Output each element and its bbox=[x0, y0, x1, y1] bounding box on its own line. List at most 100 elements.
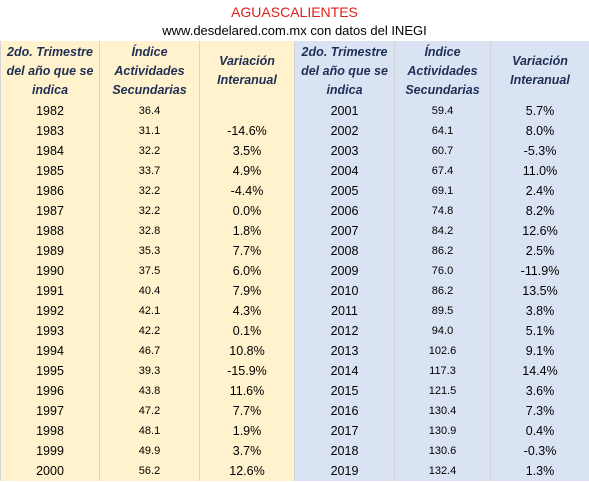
cell: 2012 bbox=[294, 321, 395, 341]
cell: 10.8% bbox=[199, 341, 295, 361]
cell: -15.9% bbox=[199, 361, 295, 381]
column-header: Índice Actividades Secundarias bbox=[394, 41, 491, 101]
cell: 7.3% bbox=[490, 401, 589, 421]
cell: 8.0% bbox=[490, 121, 589, 141]
cell: 39.3 bbox=[99, 361, 200, 381]
cell: 117.3 bbox=[394, 361, 491, 381]
table-row: 1983 31.1 -14.6% 2002 64.1 8.0% bbox=[0, 121, 589, 141]
cell: 12.6% bbox=[199, 461, 295, 481]
cell: 13.5% bbox=[490, 281, 589, 301]
cell bbox=[199, 101, 295, 121]
cell: 69.1 bbox=[394, 181, 491, 201]
cell: 47.2 bbox=[99, 401, 200, 421]
cell: -4.4% bbox=[199, 181, 295, 201]
cell: 60.7 bbox=[394, 141, 491, 161]
cell: 1994 bbox=[0, 341, 100, 361]
cell: 2003 bbox=[294, 141, 395, 161]
table-row: 1991 40.4 7.9% 2010 86.2 13.5% bbox=[0, 281, 589, 301]
cell: 2009 bbox=[294, 261, 395, 281]
cell: 1984 bbox=[0, 141, 100, 161]
table-row: 2000 56.2 12.6% 2019 132.4 1.3% bbox=[0, 461, 589, 481]
cell: 40.4 bbox=[99, 281, 200, 301]
cell: 3.6% bbox=[490, 381, 589, 401]
column-header: 2do. Trimestre del año que se indica bbox=[294, 41, 395, 101]
cell: 67.4 bbox=[394, 161, 491, 181]
cell: 32.2 bbox=[99, 201, 200, 221]
cell: 7.7% bbox=[199, 401, 295, 421]
cell: 2004 bbox=[294, 161, 395, 181]
cell: 43.8 bbox=[99, 381, 200, 401]
cell: 11.0% bbox=[490, 161, 589, 181]
cell: 2015 bbox=[294, 381, 395, 401]
cell: 2017 bbox=[294, 421, 395, 441]
cell: 9.1% bbox=[490, 341, 589, 361]
cell: 1995 bbox=[0, 361, 100, 381]
cell: 130.4 bbox=[394, 401, 491, 421]
cell: 1.9% bbox=[199, 421, 295, 441]
cell: 0.1% bbox=[199, 321, 295, 341]
table-row: 1986 32.2 -4.4% 2005 69.1 2.4% bbox=[0, 181, 589, 201]
cell: 2002 bbox=[294, 121, 395, 141]
cell: 4.9% bbox=[199, 161, 295, 181]
cell: 5.7% bbox=[490, 101, 589, 121]
cell: 1991 bbox=[0, 281, 100, 301]
cell: 1.3% bbox=[490, 461, 589, 481]
cell: 2008 bbox=[294, 241, 395, 261]
table-row: 1999 49.9 3.7% 2018 130.6 -0.3% bbox=[0, 441, 589, 461]
cell: 1986 bbox=[0, 181, 100, 201]
cell: 130.6 bbox=[394, 441, 491, 461]
cell: 1998 bbox=[0, 421, 100, 441]
cell: 32.2 bbox=[99, 141, 200, 161]
cell: 1987 bbox=[0, 201, 100, 221]
cell: 132.4 bbox=[394, 461, 491, 481]
cell: 14.4% bbox=[490, 361, 589, 381]
table-row: 1987 32.2 0.0% 2006 74.8 8.2% bbox=[0, 201, 589, 221]
cell: 32.2 bbox=[99, 181, 200, 201]
cell: 8.2% bbox=[490, 201, 589, 221]
cell: 2019 bbox=[294, 461, 395, 481]
column-header: 2do. Trimestre del año que se indica bbox=[0, 41, 100, 101]
cell: 1985 bbox=[0, 161, 100, 181]
table-row: 1997 47.2 7.7% 2016 130.4 7.3% bbox=[0, 401, 589, 421]
cell: 42.2 bbox=[99, 321, 200, 341]
header-row: 2do. Trimestre del año que se indica Índi… bbox=[0, 41, 589, 101]
cell: 2.5% bbox=[490, 241, 589, 261]
cell: 2.4% bbox=[490, 181, 589, 201]
cell: 56.2 bbox=[99, 461, 200, 481]
cell: 37.5 bbox=[99, 261, 200, 281]
table-row: 1984 32.2 3.5% 2003 60.7 -5.3% bbox=[0, 141, 589, 161]
cell: 121.5 bbox=[394, 381, 491, 401]
cell: 11.6% bbox=[199, 381, 295, 401]
cell: 74.8 bbox=[394, 201, 491, 221]
table-row: 1992 42.1 4.3% 2011 89.5 3.8% bbox=[0, 301, 589, 321]
cell: 3.5% bbox=[199, 141, 295, 161]
cell: 59.4 bbox=[394, 101, 491, 121]
cell: 49.9 bbox=[99, 441, 200, 461]
cell: 4.3% bbox=[199, 301, 295, 321]
table-row: 1989 35.3 7.7% 2008 86.2 2.5% bbox=[0, 241, 589, 261]
cell: 2018 bbox=[294, 441, 395, 461]
cell: 36.4 bbox=[99, 101, 200, 121]
cell: 3.7% bbox=[199, 441, 295, 461]
cell: 1992 bbox=[0, 301, 100, 321]
table-row: 1998 48.1 1.9% 2017 130.9 0.4% bbox=[0, 421, 589, 441]
title: AGUASCALIENTES bbox=[231, 4, 358, 20]
cell: 2001 bbox=[294, 101, 395, 121]
cell: 7.7% bbox=[199, 241, 295, 261]
table-row: 1988 32.8 1.8% 2007 84.2 12.6% bbox=[0, 221, 589, 241]
table-row: 1990 37.5 6.0% 2009 76.0 -11.9% bbox=[0, 261, 589, 281]
cell: 84.2 bbox=[394, 221, 491, 241]
cell: 32.8 bbox=[99, 221, 200, 241]
cell: 2005 bbox=[294, 181, 395, 201]
cell: 1989 bbox=[0, 241, 100, 261]
cell: 2014 bbox=[294, 361, 395, 381]
cell: -0.3% bbox=[490, 441, 589, 461]
cell: 2011 bbox=[294, 301, 395, 321]
cell: 1996 bbox=[0, 381, 100, 401]
cell: 2007 bbox=[294, 221, 395, 241]
cell: 102.6 bbox=[394, 341, 491, 361]
cell: 12.6% bbox=[490, 221, 589, 241]
cell: 2006 bbox=[294, 201, 395, 221]
column-header: Variación Interanual bbox=[490, 41, 589, 101]
